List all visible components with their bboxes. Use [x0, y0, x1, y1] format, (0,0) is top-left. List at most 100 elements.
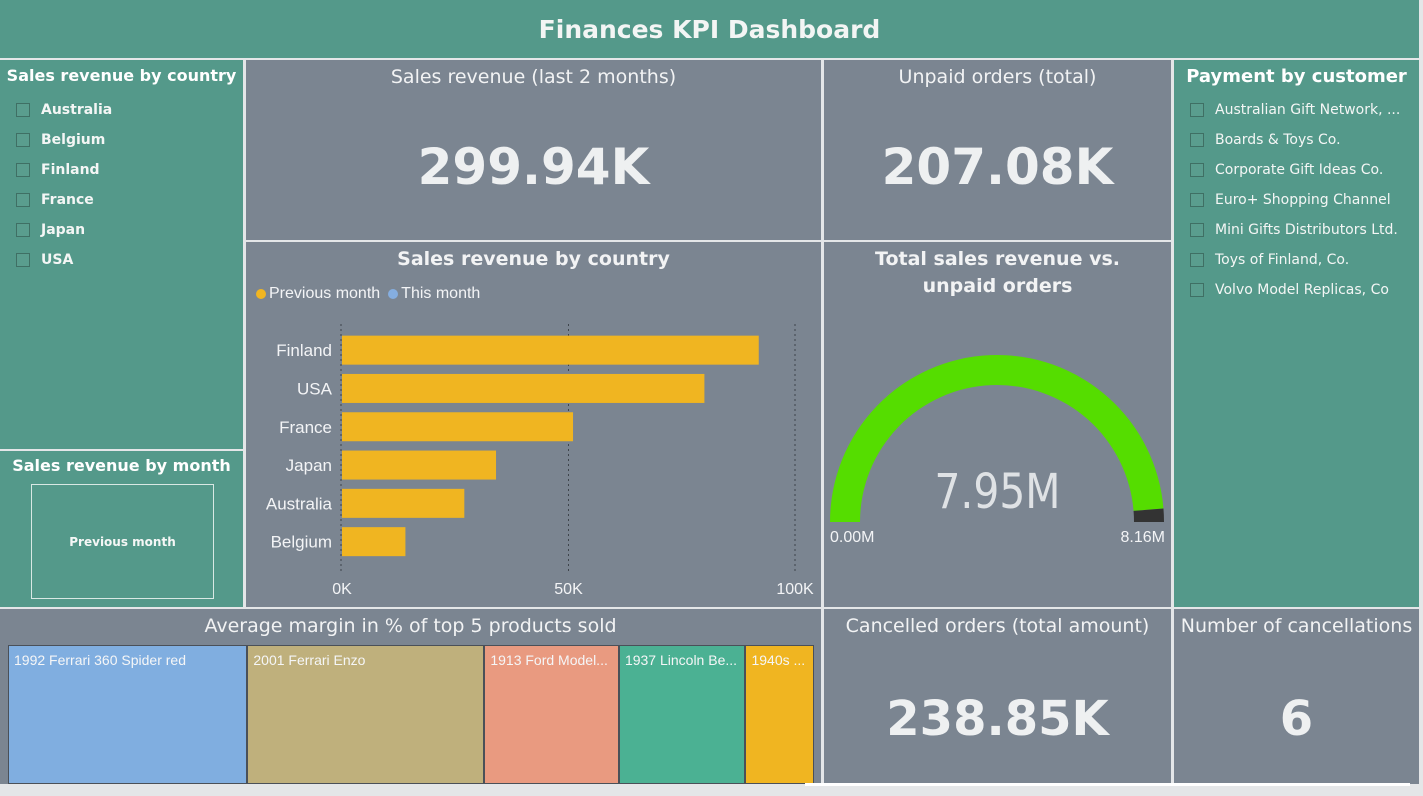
checkbox-icon[interactable]: [16, 193, 30, 207]
treemap-title: Average margin in % of top 5 products so…: [204, 615, 617, 637]
bar: [342, 373, 705, 403]
x-tick-label: 50K: [554, 581, 583, 598]
bar-chart-panel: Sales revenue by country Previous month …: [246, 242, 821, 607]
x-tick-label: 100K: [776, 581, 814, 598]
treemap-cell[interactable]: 1913 Ford Model...: [484, 645, 619, 784]
kpi-title: Cancelled orders (total amount): [845, 615, 1150, 637]
month-slicer-title: Sales revenue by month: [12, 456, 231, 475]
country-slicer-title: Sales revenue by country: [6, 66, 237, 85]
bar: [342, 450, 497, 480]
kpi-title: Unpaid orders (total): [898, 66, 1097, 88]
kpi-value: 238.85K: [886, 691, 1109, 747]
bottom-scrollbar[interactable]: [805, 783, 1410, 786]
month-slicer-tile[interactable]: Previous month: [31, 484, 214, 599]
kpi-title: Sales revenue (last 2 months): [390, 66, 677, 88]
customer-option[interactable]: Euro+ Shopping Channel: [1174, 185, 1419, 215]
country-option-usa[interactable]: USA: [0, 245, 243, 275]
country-option-label: Japan: [41, 222, 86, 238]
treemap-cell[interactable]: 1992 Ferrari 360 Spider red: [8, 645, 248, 784]
gauge-panel: Total sales revenue vs. unpaid orders 7.…: [824, 242, 1171, 607]
checkbox-icon[interactable]: [1190, 283, 1204, 297]
gauge-value: 7.95M: [934, 464, 1061, 520]
checkbox-icon[interactable]: [1190, 103, 1204, 117]
customer-option[interactable]: Toys of Finland, Co.: [1174, 245, 1419, 275]
country-option-australia[interactable]: Australia: [0, 95, 243, 125]
checkbox-icon[interactable]: [16, 223, 30, 237]
kpi-card-cancellations: Number of cancellations 6: [1174, 609, 1419, 784]
checkbox-icon[interactable]: [1190, 223, 1204, 237]
customer-option-label: Corporate Gift Ideas Co.: [1215, 162, 1384, 178]
customer-option-label: Volvo Model Replicas, Co: [1215, 282, 1389, 298]
treemap-cell[interactable]: 1940s ...: [745, 645, 814, 784]
checkbox-icon[interactable]: [16, 133, 30, 147]
legend-dot-icon: [256, 289, 266, 299]
customer-option[interactable]: Boards & Toys Co.: [1174, 125, 1419, 155]
month-slicer: Sales revenue by month Previous month: [0, 451, 243, 607]
customer-option[interactable]: Mini Gifts Distributors Ltd.: [1174, 215, 1419, 245]
checkbox-icon[interactable]: [16, 103, 30, 117]
kpi-value: 299.94K: [417, 138, 650, 196]
category-label: Australia: [266, 494, 333, 513]
kpi-value: 6: [1279, 691, 1314, 747]
legend-label: Previous month: [269, 285, 381, 302]
checkbox-icon[interactable]: [1190, 193, 1204, 207]
customer-slicer: Payment by customer Australian Gift Netw…: [1174, 60, 1419, 607]
customer-option-label: Boards & Toys Co.: [1215, 132, 1341, 148]
gauge-title: Total sales revenue vs. unpaid orders: [875, 248, 1120, 297]
treemap-cell[interactable]: 2001 Ferrari Enzo: [247, 645, 485, 784]
customer-option-label: Toys of Finland, Co.: [1215, 252, 1350, 268]
checkbox-icon[interactable]: [1190, 133, 1204, 147]
kpi-title: Number of cancellations: [1180, 615, 1413, 637]
legend-label: This month: [401, 285, 481, 302]
country-option-japan[interactable]: Japan: [0, 215, 243, 245]
kpi-card-sales-revenue: Sales revenue (last 2 months) 299.94K: [246, 60, 821, 240]
bar: [342, 488, 465, 518]
country-list: Australia Belgium Finland France Japan U…: [0, 95, 243, 275]
customer-option[interactable]: Corporate Gift Ideas Co.: [1174, 155, 1419, 185]
customer-option-label: Euro+ Shopping Channel: [1215, 192, 1391, 208]
country-option-finland[interactable]: Finland: [0, 155, 243, 185]
legend-item-this-month[interactable]: This month: [388, 285, 480, 303]
gauge-min-label: 0.00M: [830, 529, 875, 546]
country-option-belgium[interactable]: Belgium: [0, 125, 243, 155]
category-label: Finland: [276, 341, 332, 360]
treemap: 1992 Ferrari 360 Spider red 2001 Ferrari…: [8, 645, 814, 784]
bar-chart: 0K 50K 100K Finland USA France Japan Australia B…: [266, 324, 814, 598]
country-option-france[interactable]: France: [0, 185, 243, 215]
kpi-value: 207.08K: [881, 138, 1114, 196]
checkbox-icon[interactable]: [1190, 163, 1204, 177]
customer-slicer-title: Payment by customer: [1186, 66, 1407, 87]
legend-item-previous-month[interactable]: Previous month: [256, 285, 380, 303]
country-option-label: Finland: [41, 162, 100, 178]
country-option-label: Australia: [41, 102, 113, 118]
bar: [342, 335, 759, 365]
country-slicer: Sales revenue by country Australia Belgi…: [0, 60, 243, 449]
gauge-fill-arc: [830, 354, 1164, 522]
category-label: USA: [297, 379, 333, 398]
country-option-label: USA: [41, 252, 74, 268]
category-label: France: [279, 418, 332, 437]
x-tick-label: 0K: [332, 581, 352, 598]
checkbox-icon[interactable]: [1190, 253, 1204, 267]
treemap-panel: Average margin in % of top 5 products so…: [0, 609, 821, 784]
customer-list: Australian Gift Network, ... Boards & To…: [1174, 95, 1419, 305]
kpi-card-cancelled-orders: Cancelled orders (total amount) 238.85K: [824, 609, 1171, 784]
checkbox-icon[interactable]: [16, 163, 30, 177]
legend-dot-icon: [388, 289, 399, 299]
customer-option[interactable]: Australian Gift Network, ...: [1174, 95, 1419, 125]
gauge-remaining-arc: [1133, 508, 1164, 522]
category-label: Belgium: [271, 533, 332, 552]
checkbox-icon[interactable]: [16, 253, 30, 267]
gauge-max-label: 8.16M: [1120, 529, 1165, 546]
month-slicer-selected: Previous month: [69, 534, 176, 549]
customer-option-label: Mini Gifts Distributors Ltd.: [1215, 222, 1398, 238]
customer-option[interactable]: Volvo Model Replicas, Co: [1174, 275, 1419, 305]
dashboard-title: Finances KPI Dashboard: [0, 0, 1419, 58]
bar: [342, 527, 406, 557]
treemap-cell[interactable]: 1937 Lincoln Be...: [618, 645, 746, 784]
kpi-card-unpaid-orders: Unpaid orders (total) 207.08K: [824, 60, 1171, 240]
bar: [342, 412, 574, 442]
country-option-label: France: [41, 192, 94, 208]
category-label: Japan: [286, 456, 332, 475]
bar-chart-legend: Previous month This month: [256, 285, 488, 303]
